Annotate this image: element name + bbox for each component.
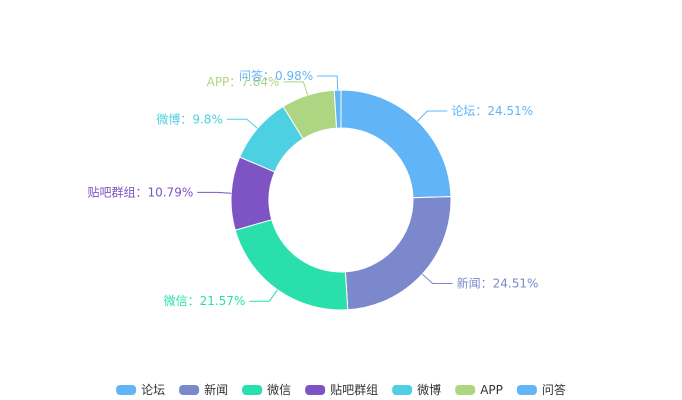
slice-label-2: 微信：21.57% [164, 294, 246, 308]
legend-swatch-2 [242, 385, 263, 395]
leader-line-5 [283, 81, 309, 96]
legend-label-0: 论坛 [141, 383, 165, 397]
slice-6[interactable] [333, 89, 342, 129]
legend-label-4: 微博 [417, 382, 441, 397]
legend-item-1[interactable]: 新闻 [179, 382, 228, 397]
legend-item-3[interactable]: 贴吧群组 [305, 383, 378, 397]
leader-line-1 [421, 273, 453, 285]
legend-label-3: 贴吧群组 [330, 383, 378, 397]
slice-label-5: APP：7.84% [207, 75, 280, 89]
legend-swatch-3 [305, 385, 326, 395]
legend-label-5: APP [480, 383, 503, 397]
legend-swatch-4 [392, 385, 413, 395]
legend-item-0[interactable]: 论坛 [116, 383, 165, 397]
leader-line-2 [249, 289, 278, 302]
slice-0[interactable] [340, 89, 452, 199]
legend-item-4[interactable]: 微博 [392, 382, 441, 397]
leader-line-0 [417, 110, 448, 122]
legend-label-6: 问答 [542, 382, 566, 397]
slices-layer [230, 89, 452, 311]
leader-line-4 [226, 118, 258, 129]
legend-swatch-0 [116, 385, 137, 395]
slice-2[interactable] [234, 219, 349, 311]
slice-label-0: 论坛：24.51% [451, 104, 533, 118]
legend-swatch-1 [179, 385, 200, 395]
legend-swatch-5 [455, 385, 476, 395]
slice-label-6: 问答：0.98% [239, 68, 313, 83]
slice-1[interactable] [344, 196, 452, 311]
slice-label-4: 微博：9.8% [156, 111, 223, 126]
legend-swatch-6 [516, 385, 537, 395]
legend-item-2[interactable]: 微信 [242, 383, 291, 397]
leader-line-6 [317, 75, 339, 91]
leader-line-3 [197, 191, 232, 194]
legend-item-5[interactable]: APP [455, 383, 503, 397]
legend: 论坛 新闻 微信 贴吧群组 微博 APP 问答 [116, 382, 566, 397]
slice-label-3: 贴吧群组：10.79% [87, 185, 193, 199]
labels-layer: 论坛：24.51% 新闻：24.51% 微信：21.57% 贴吧群组：10.79% 微博… [87, 68, 538, 308]
legend-item-6[interactable]: 问答 [516, 382, 566, 397]
slice-label-1: 新闻：24.51% [457, 276, 539, 291]
legend-label-1: 新闻 [204, 382, 228, 397]
legend-label-2: 微信 [267, 383, 291, 397]
